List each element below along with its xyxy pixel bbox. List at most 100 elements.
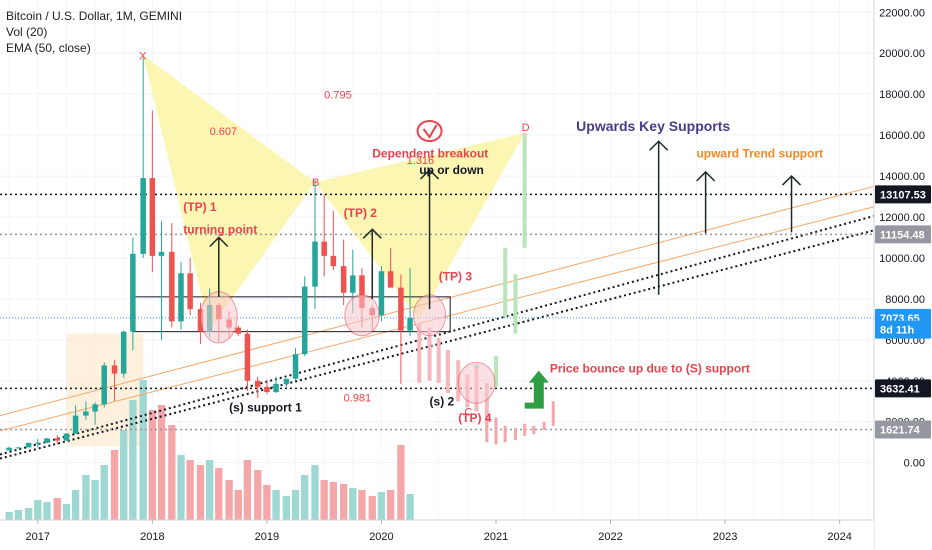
tradingview-idea-eye-icon: [416, 120, 443, 143]
volume-bar: [110, 450, 119, 520]
candle-body[interactable]: [340, 266, 347, 293]
pattern-label-c: C: [464, 407, 472, 419]
annotation-text: (TP) 1: [183, 200, 217, 214]
volume-bar: [301, 475, 309, 520]
candle-body[interactable]: [244, 333, 251, 381]
candle-body[interactable]: [254, 380, 261, 387]
price-axis-tick-label: 22000.00: [879, 7, 925, 19]
price-axis-tick-label: 18000.00: [879, 89, 925, 101]
pattern-label-d: D: [522, 122, 530, 134]
candle-body[interactable]: [54, 438, 61, 441]
candle-body[interactable]: [130, 253, 136, 332]
price-marker-badge[interactable]: [875, 420, 931, 439]
volume-bar: [196, 465, 205, 520]
projection-bar: [484, 382, 489, 420]
highlight-ellipse[interactable]: [457, 361, 496, 404]
candle-body[interactable]: [264, 386, 270, 393]
projection-bar: [417, 323, 422, 383]
volume-bar: [311, 465, 319, 520]
highlight-ellipse[interactable]: [199, 291, 238, 344]
candle-body[interactable]: [149, 178, 156, 256]
candle-body[interactable]: [6, 447, 12, 451]
volume-bar: [5, 512, 13, 520]
price-marker-badge[interactable]: [875, 225, 931, 244]
volume-bar: [386, 490, 395, 520]
candle-body[interactable]: [169, 251, 175, 322]
candle-body[interactable]: [407, 317, 413, 331]
highlight-ellipse[interactable]: [344, 294, 380, 337]
volume-bar: [225, 480, 233, 520]
legend-ema[interactable]: EMA (50, close): [6, 41, 91, 55]
price-axis-tick-label: 20000.00: [879, 48, 925, 60]
trend-line[interactable]: [0, 215, 875, 456]
up-arrow-head: [696, 170, 716, 182]
projection-bar: [493, 356, 498, 387]
price-marker-badge[interactable]: [875, 320, 931, 339]
candle-body[interactable]: [292, 354, 299, 379]
candle-body[interactable]: [140, 178, 146, 254]
candle-body[interactable]: [235, 327, 242, 334]
volume-bar: [215, 468, 223, 520]
price-marker-label: 13107.53: [880, 189, 926, 201]
candle-body[interactable]: [273, 383, 279, 393]
candle-body[interactable]: [330, 255, 337, 267]
volume-bar: [243, 460, 252, 520]
candle-body[interactable]: [359, 275, 365, 309]
time-axis-tick-label: 2024: [827, 531, 851, 543]
candle-body[interactable]: [301, 286, 308, 355]
candle-body[interactable]: [158, 251, 165, 256]
price-marker-badge[interactable]: [875, 379, 931, 398]
candle-body[interactable]: [63, 433, 70, 441]
volume-bar: [205, 460, 214, 520]
time-axis-tick-label: 2022: [598, 531, 622, 543]
candle-body[interactable]: [35, 442, 41, 444]
volume-bar: [377, 492, 386, 520]
candle-body[interactable]: [312, 241, 318, 287]
candle-body[interactable]: [83, 411, 89, 416]
annotation-text: (TP) 4: [458, 411, 492, 425]
price-marker-label: 8d 11h: [880, 325, 915, 337]
candle-body[interactable]: [120, 331, 127, 374]
harmonic-triangle-xab: [143, 55, 316, 330]
volume-bar: [339, 484, 348, 520]
price-axis-panel: [874, 0, 932, 550]
volume-bar: [234, 490, 242, 520]
candle-body[interactable]: [398, 287, 404, 331]
candle-body[interactable]: [387, 271, 394, 288]
candle-body[interactable]: [350, 275, 356, 293]
candle-body[interactable]: [92, 404, 98, 412]
price-marker-label: 1621.74: [880, 424, 921, 436]
projection-bar: [436, 337, 441, 383]
annotation-text: (s) support 1: [229, 400, 302, 414]
candle-body[interactable]: [101, 365, 107, 405]
legend-symbol[interactable]: Bitcoin / U.S. Dollar, 1M, GEMINI: [6, 9, 183, 23]
candle-body[interactable]: [44, 438, 50, 443]
candle-body[interactable]: [283, 378, 290, 384]
price-marker-badge[interactable]: [875, 185, 931, 204]
volume-bar: [100, 465, 108, 520]
volume-bar: [186, 460, 194, 520]
ratio-label-xab: 0.607: [210, 126, 238, 138]
candle-body[interactable]: [111, 365, 118, 374]
candle-body[interactable]: [178, 273, 184, 322]
candle-body[interactable]: [187, 273, 193, 310]
candle-body[interactable]: [15, 447, 22, 449]
pattern-label-b: B: [312, 177, 319, 189]
projection-bar: [503, 247, 508, 318]
volume-bar: [397, 445, 405, 520]
legend-volume[interactable]: Vol (20): [6, 25, 48, 39]
candle-body[interactable]: [378, 271, 385, 316]
volume-bar: [120, 430, 128, 520]
candle-body[interactable]: [321, 241, 327, 256]
annotation-text: upward Trend support: [696, 147, 823, 161]
candle-body[interactable]: [25, 442, 32, 448]
pattern-label-x: X: [139, 50, 147, 62]
price-axis-tick-label: 10000.00: [879, 253, 925, 265]
volume-bar: [282, 496, 291, 520]
ratio-label-bcd: 1.316: [407, 155, 435, 167]
candle-body[interactable]: [72, 415, 79, 434]
annotation-text: up or down: [419, 163, 484, 177]
volume-bar: [263, 485, 271, 520]
